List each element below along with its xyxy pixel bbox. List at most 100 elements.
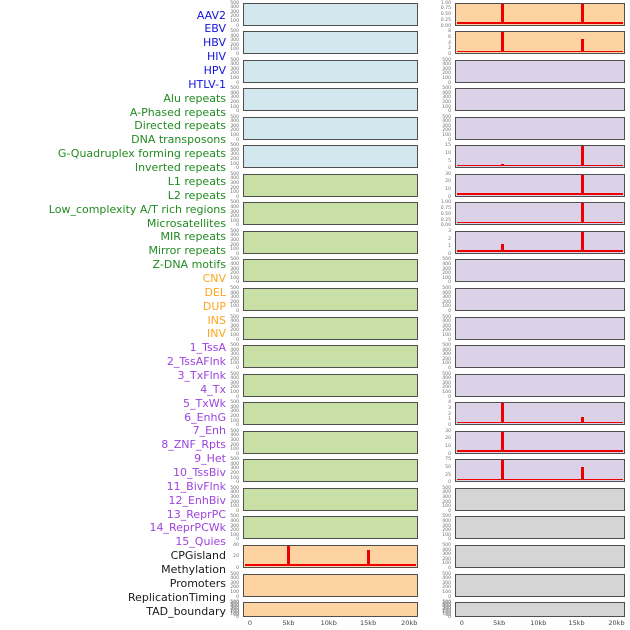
y-axis-ticks-15_Quies: 75 50 25 0 xyxy=(437,457,453,485)
y-tick-label: 0.00 xyxy=(440,23,451,29)
y-tick-label: 15 xyxy=(445,143,451,149)
y-tick-label: 20 xyxy=(445,436,451,442)
y-tick-label: 200 xyxy=(442,556,451,562)
peak-spike-15kb xyxy=(581,231,585,252)
y-axis-ticks-HIV: 500 400 300 200 100 0 xyxy=(225,86,241,114)
y-tick-label: 400 xyxy=(442,319,451,325)
y-tick-label: 100 xyxy=(442,104,451,110)
panel-6_EnhG xyxy=(455,202,625,226)
peak-spike-5kb xyxy=(501,243,505,252)
peak-spike-5kb xyxy=(501,3,505,24)
profile-baseline xyxy=(457,22,623,24)
y-axis-ticks-12_EnhBiv: 500 400 300 200 100 0 xyxy=(437,372,453,400)
y-tick-label: 300 xyxy=(230,605,239,611)
row-label-CPGisland: CPGisland xyxy=(170,549,226,563)
x-axis-tick-label: 15kb xyxy=(568,619,585,627)
y-tick-label: 100 xyxy=(230,589,239,595)
y-tick-label: 300 xyxy=(230,180,239,186)
y-tick-label: 400 xyxy=(442,347,451,353)
row-label-HPV: HPV xyxy=(203,64,226,78)
y-tick-label: 100 xyxy=(230,611,239,617)
y-axis-ticks-Inverted repeats: 500 400 300 200 100 0 xyxy=(225,315,241,343)
panel-CNV xyxy=(243,544,418,568)
y-tick-label: 0 xyxy=(236,508,239,514)
y-tick-label: 400 xyxy=(230,233,239,239)
y-tick-label: 200 xyxy=(230,356,239,362)
y-tick-label: 100 xyxy=(442,561,451,567)
row-label-DNA transposons: DNA transposons xyxy=(131,133,226,147)
y-tick-label: 200 xyxy=(230,299,239,305)
y-tick-label: 0.75 xyxy=(440,206,451,212)
y-tick-label: 300 xyxy=(442,66,451,72)
y-tick-label: 0 xyxy=(448,52,451,58)
y-tick-label: 300 xyxy=(230,323,239,329)
y-tick-label: 500 xyxy=(230,457,239,463)
y-tick-label: 400 xyxy=(230,204,239,210)
y-tick-label: 0 xyxy=(236,337,239,343)
panel-7_Enh xyxy=(455,230,625,254)
panel-5_TxWk xyxy=(455,173,625,197)
y-tick-label: 0 xyxy=(236,23,239,29)
y-axis-ticks-ReplicationTiming: 500 400 300 200 100 0 xyxy=(437,572,453,600)
panel-Microsatellites xyxy=(243,430,418,454)
y-tick-label: 0 xyxy=(448,80,451,86)
y-tick-label: 400 xyxy=(230,376,239,382)
y-tick-label: 0 xyxy=(236,251,239,257)
y-tick-label: 500 xyxy=(442,114,451,120)
y-axis-ticks-EBV: 500 400 300 200 100 0 xyxy=(225,29,241,57)
y-tick-label: 500 xyxy=(230,114,239,120)
y-axis-ticks-9_Het: 500 400 300 200 100 0 xyxy=(437,286,453,314)
y-tick-label: 1 xyxy=(448,244,451,250)
panel-Alu repeats xyxy=(243,173,418,197)
y-tick-label: 100 xyxy=(442,589,451,595)
row-label-7_Enh: 7_Enh xyxy=(192,424,226,438)
y-tick-label: 500 xyxy=(442,57,451,63)
y-tick-label: 500 xyxy=(230,343,239,349)
y-axis-ticks-TAD_boundary: 500 450 400 350 300 250 200 150 100 50 0 xyxy=(437,600,453,620)
y-tick-label: 500 xyxy=(230,171,239,177)
panel-9_Het xyxy=(455,288,625,311)
y-tick-label: 200 xyxy=(230,608,239,614)
y-axis-ticks-10_TssBiv: 500 400 300 200 100 0 xyxy=(437,315,453,343)
y-tick-label: 200 xyxy=(230,14,239,20)
y-tick-label: 400 xyxy=(230,290,239,296)
row-label-6_EnhG: 6_EnhG xyxy=(184,410,226,424)
y-tick-label: 0 xyxy=(448,109,451,115)
row-label-HTLV-1: HTLV-1 xyxy=(188,77,226,91)
y-axis-ticks-Directed repeats: 500 400 300 200 100 0 xyxy=(225,229,241,257)
panel-DNA transposons xyxy=(243,259,418,283)
y-tick-label: 100 xyxy=(230,447,239,453)
y-tick-label: 500 xyxy=(442,485,451,491)
y-axis-ticks-2_TssAFlnk: 500 400 300 200 100 0 xyxy=(437,86,453,115)
y-tick-label: 500 xyxy=(230,0,239,6)
y-tick-label: 0 xyxy=(448,137,451,143)
panel-HTLV-1 xyxy=(243,145,418,169)
row-label-Directed repeats: Directed repeats xyxy=(134,119,226,133)
y-tick-label: 100 xyxy=(230,332,239,338)
profile-baseline xyxy=(457,478,623,481)
y-tick-label: 300 xyxy=(230,209,239,215)
peak-spike-15kb xyxy=(581,467,585,481)
y-tick-label: 200 xyxy=(442,385,451,391)
profile-baseline xyxy=(245,564,416,566)
y-tick-label: 0 xyxy=(236,194,239,200)
y-tick-label: 0 xyxy=(236,309,239,314)
y-tick-label: 400 xyxy=(230,176,239,182)
peak-spike-15kb xyxy=(581,146,585,167)
profile-baseline xyxy=(457,50,623,53)
y-tick-label: 100 xyxy=(230,532,239,538)
peak-spike-5kb xyxy=(501,32,505,53)
y-tick-label: 300 xyxy=(230,352,239,358)
y-tick-label: 450 xyxy=(230,601,239,607)
y-axis-ticks-HTLV-1: 500 400 300 200 100 0 xyxy=(225,143,241,171)
y-tick-label: 0 xyxy=(236,614,239,620)
y-tick-label: 200 xyxy=(442,99,451,105)
y-tick-label: 400 xyxy=(230,518,239,524)
y-tick-label: 500 xyxy=(230,86,239,92)
panel-INV xyxy=(455,31,625,55)
y-tick-label: 200 xyxy=(230,71,239,77)
y-tick-label: 0 xyxy=(236,137,239,143)
y-tick-label: 100 xyxy=(230,75,239,81)
peak-spike-5kb xyxy=(501,403,505,424)
